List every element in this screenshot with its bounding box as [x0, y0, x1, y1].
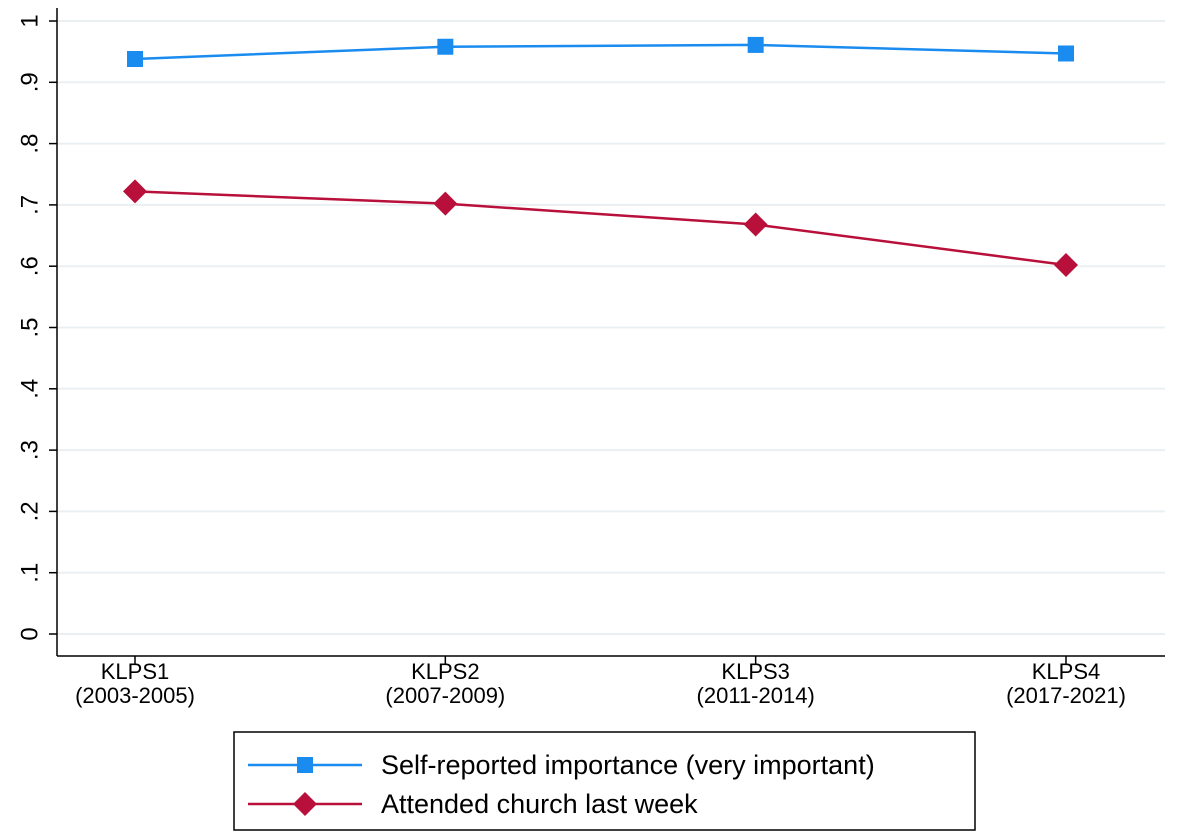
gridlines [57, 20, 1165, 635]
x-tick-label: KLPS1 [101, 659, 170, 684]
y-tick-label: .7 [17, 195, 44, 215]
data-point-1-3 [1054, 252, 1078, 277]
y-tick-label: .5 [17, 317, 44, 337]
legend-box [233, 731, 976, 831]
data-point-0-3 [1058, 45, 1074, 62]
y-tick-label: 1 [17, 14, 44, 27]
y-tick-label: .4 [17, 379, 44, 399]
legend-marker-1 [293, 792, 317, 816]
x-tick-label: KLPS3 [721, 659, 790, 684]
legend-label-0: Self-reported importance (very important… [381, 750, 875, 780]
legend-marker-0 [297, 757, 313, 773]
y-tick-label: .8 [17, 134, 44, 154]
y-tick-label: 0 [17, 627, 44, 640]
legend: Self-reported importance (very important… [233, 731, 976, 831]
series-line-0 [134, 43, 1067, 61]
x-tick-label-period: (2017-2021) [1006, 683, 1126, 708]
y-tick-label: .6 [17, 256, 44, 276]
axes: 0 .1 .2 .3 .4 .5 .6 .7 .8 .9 1 KLPS1(2003-2005) KLPS… [17, 8, 1165, 708]
data-point-0-0 [127, 51, 143, 68]
data-point-1-2 [743, 212, 768, 237]
data-point-0-1 [437, 38, 454, 55]
data-point-1-0 [123, 179, 147, 204]
x-tick-label: KLPS4 [1032, 659, 1101, 684]
x-tick-label-period: (2011-2014) [697, 683, 815, 708]
data-series [123, 36, 1078, 277]
legend-label-1: Attended church last week [381, 789, 698, 819]
y-tick-label: .3 [17, 440, 44, 460]
y-tick-label: .2 [17, 501, 44, 521]
series-line-1 [134, 190, 1067, 267]
y-tick-label: .9 [17, 72, 44, 92]
x-tick-label: KLPS2 [411, 659, 480, 684]
data-point-0-2 [747, 36, 764, 53]
x-tick-label-period: (2003-2005) [75, 683, 195, 708]
y-tick-label: .1 [17, 563, 44, 583]
x-tick-label-period: (2007-2009) [385, 683, 505, 708]
data-point-1-1 [433, 191, 458, 216]
